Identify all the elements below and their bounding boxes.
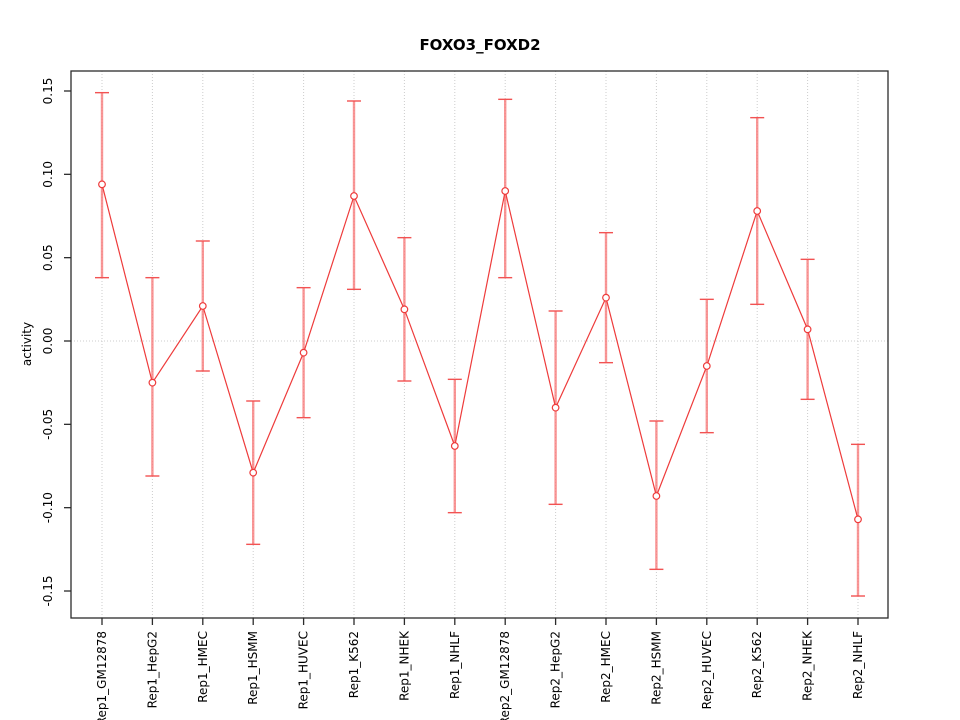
data-point xyxy=(501,187,510,195)
x-tick-label: Rep1_HSMM xyxy=(246,631,260,705)
x-tick-label: Rep2_HepG2 xyxy=(549,631,563,708)
data-point xyxy=(299,348,308,357)
y-axis-ticks xyxy=(64,90,71,592)
y-tick-labels: 0.15 0.10 0.05 0.00 -0.05 -0.10 -0.15 xyxy=(41,78,55,607)
y-tick-label: 0.15 xyxy=(41,78,55,105)
data-point xyxy=(98,180,106,189)
data-point xyxy=(400,305,409,314)
data-point xyxy=(350,192,358,200)
x-tick-label: Rep1_GM12878 xyxy=(95,631,109,720)
x-axis-ticks xyxy=(101,618,859,625)
series-line xyxy=(101,184,859,520)
x-tick-label: Rep2_NHEK xyxy=(801,630,815,701)
x-tick-label: Rep2_K562 xyxy=(750,631,764,698)
plot-frame xyxy=(70,70,889,619)
x-tick-label: Rep2_HMEC xyxy=(599,631,613,703)
data-point xyxy=(551,403,560,412)
data-point xyxy=(803,325,812,334)
error-bars xyxy=(95,91,865,597)
y-tick-label: -0.10 xyxy=(41,492,55,523)
y-tick-label: 0.10 xyxy=(41,161,55,188)
data-point xyxy=(854,515,862,524)
y-tick-label: 0.05 xyxy=(41,244,55,271)
x-tick-label: Rep1_NHEK xyxy=(397,630,411,701)
y-tick-label: -0.05 xyxy=(41,409,55,440)
x-tick-label: Rep1_NHLF xyxy=(448,631,462,699)
y-axis-label: activity xyxy=(20,321,34,367)
data-point xyxy=(450,442,459,450)
data-point xyxy=(148,378,157,387)
x-tick-label: Rep2_GM12878 xyxy=(498,631,512,720)
chart-title: FOXO3_FOXD2 xyxy=(419,36,541,54)
data-points xyxy=(98,180,862,524)
data-point xyxy=(753,207,762,215)
x-tick-labels: Rep1_GM12878 Rep1_HepG2 Rep1_HMEC Rep1_HSMM… xyxy=(95,630,865,720)
x-tick-label: Rep2_HSMM xyxy=(649,631,663,705)
y-tick-label: -0.15 xyxy=(41,575,55,606)
x-tick-label: Rep1_HepG2 xyxy=(145,631,159,708)
data-point xyxy=(198,302,207,310)
x-tick-label: Rep2_NHLF xyxy=(851,631,865,699)
x-tick-label: Rep2_HUVEC xyxy=(700,631,714,709)
x-tick-label: Rep1_HMEC xyxy=(196,631,210,703)
data-point xyxy=(652,492,661,500)
y-tick-label: 0.00 xyxy=(41,328,55,355)
x-gridlines xyxy=(101,71,859,618)
data-point xyxy=(602,293,610,302)
data-point xyxy=(702,362,711,370)
data-point xyxy=(249,468,258,477)
x-tick-label: Rep1_HUVEC xyxy=(297,631,311,709)
x-tick-label: Rep1_K562 xyxy=(347,631,361,698)
